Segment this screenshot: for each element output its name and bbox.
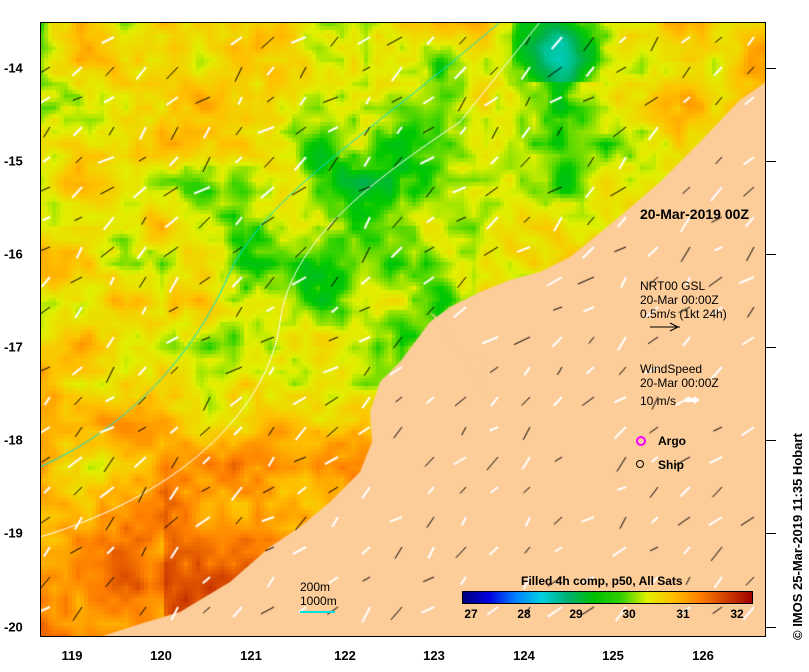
x-tick-label: 126 (692, 648, 714, 663)
wind-legend: WindSpeed 20-Mar 00:00Z 10 m/s (640, 362, 719, 408)
colorbar-label: 32 (730, 607, 744, 621)
currents-scale: 0.5m/s (1kt 24h) (640, 307, 727, 321)
current-arrow-icon (650, 322, 688, 332)
y-tick-label: -19 (4, 525, 23, 541)
x-tick-label: 120 (150, 648, 172, 663)
y-tick-label: -16 (4, 246, 23, 262)
colorbar-title: Filled 4h comp, p50, All Sats (521, 574, 683, 588)
colorbar-label: 29 (569, 607, 583, 621)
wind-time: 20-Mar 00:00Z (640, 376, 719, 390)
x-tick-label: 122 (334, 648, 356, 663)
ship-label: Ship (658, 458, 684, 472)
wind-scale: 10 m/s (640, 394, 677, 408)
y-tick-label: -14 (4, 60, 23, 76)
currents-legend: NRT00 GSL 20-Mar 00:00Z 0.5m/s (1kt 24h) (640, 279, 727, 335)
x-tick-label: 124 (513, 648, 535, 663)
colorbar-label: 30 (622, 607, 636, 621)
y-tick-label: -20 (4, 619, 23, 635)
sst-map-canvas (40, 22, 766, 637)
colorbar-label: 27 (464, 607, 478, 621)
wind-arrow-icon (685, 396, 701, 404)
imos-stamp: © IMOS 25-Mar-2019 11:35 Hobart (790, 433, 805, 640)
colorbar-label: 28 (517, 607, 531, 621)
isobath-1000-line (300, 611, 335, 613)
currents-time: 20-Mar 00:00Z (640, 293, 719, 307)
ship-marker-icon (636, 460, 644, 468)
y-tick-label: -18 (4, 432, 23, 448)
x-tick-label: 119 (61, 648, 83, 663)
colorbar (462, 591, 753, 604)
isobath-200-label: 200m (300, 580, 331, 594)
x-tick-label: 123 (423, 648, 445, 663)
currents-title: NRT00 GSL (640, 279, 706, 293)
y-tick-label: -17 (4, 339, 23, 355)
x-tick-label: 125 (602, 648, 624, 663)
x-tick-label: 121 (240, 648, 262, 663)
argo-marker-icon (636, 436, 646, 446)
map-frame (40, 22, 766, 637)
argo-label: Argo (658, 434, 686, 448)
y-tick-label: -15 (4, 153, 23, 169)
colorbar-label: 31 (676, 607, 690, 621)
wind-title: WindSpeed (640, 362, 703, 376)
isobath-1000-label: 1000m (300, 594, 337, 608)
date-label: 20-Mar-2019 00Z (640, 206, 749, 222)
